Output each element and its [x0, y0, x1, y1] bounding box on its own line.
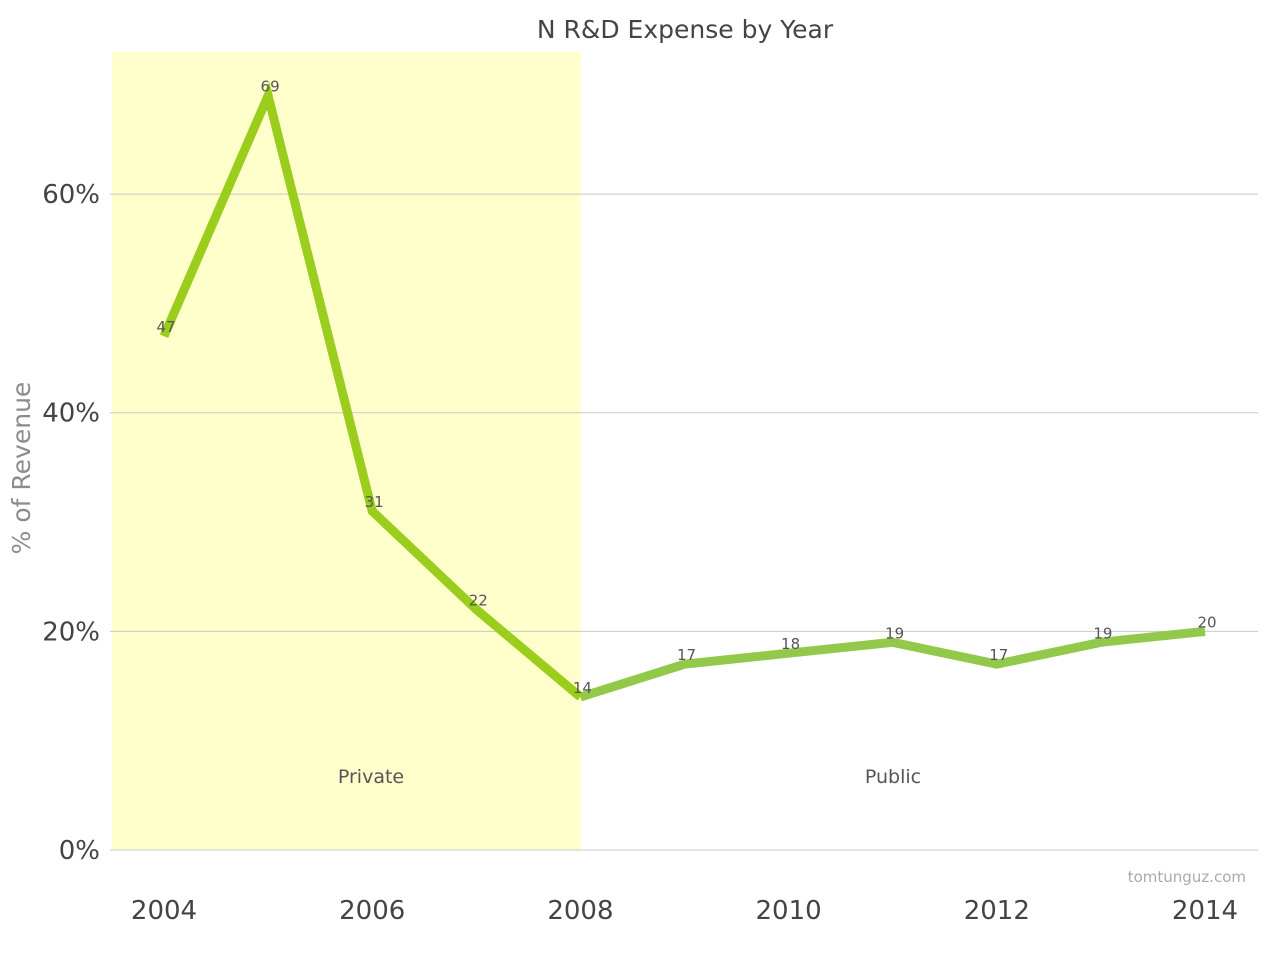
data-label-2014: 20 [1197, 613, 1216, 631]
source-credit: tomtunguz.com [1128, 868, 1246, 886]
gridlines [110, 193, 1258, 851]
x-tick-2010: 2010 [756, 896, 822, 926]
series-line [159, 81, 1206, 702]
x-tick-2008: 2008 [547, 896, 613, 926]
x-tick-2012: 2012 [964, 896, 1030, 926]
x-tick-labels: 2004 2006 2008 2010 2012 2014 [131, 896, 1238, 926]
chart-title: N R&D Expense by Year [537, 15, 834, 44]
data-label-2010: 18 [781, 635, 800, 653]
y-tick-0: 0% [59, 836, 100, 866]
data-label-2004: 47 [156, 318, 175, 336]
data-label-2007: 22 [469, 592, 488, 610]
y-tick-20: 20% [42, 617, 100, 647]
series-line-private [159, 81, 584, 701]
y-axis-label: % of Revenue [7, 382, 36, 555]
y-tick-40: 40% [42, 399, 100, 429]
private-region-band [111, 52, 581, 850]
data-label-2012: 17 [989, 646, 1008, 664]
public-region-label: Public [865, 766, 921, 788]
data-label-2005: 69 [261, 78, 280, 96]
data-label-2013: 19 [1093, 624, 1112, 642]
private-region-label: Private [338, 766, 404, 788]
data-labels: 47 69 31 22 14 17 18 19 17 19 20 [156, 78, 1216, 697]
data-label-2009: 17 [677, 646, 696, 664]
data-label-2006: 31 [365, 493, 384, 511]
y-tick-60: 60% [42, 180, 100, 210]
x-tick-2004: 2004 [131, 896, 197, 926]
series-line-public [579, 626, 1206, 702]
x-tick-2014: 2014 [1172, 896, 1238, 926]
data-label-2008: 14 [573, 679, 592, 697]
data-label-2011: 19 [885, 624, 904, 642]
x-tick-2006: 2006 [339, 896, 405, 926]
y-tick-labels: 0% 20% 40% 60% [42, 180, 100, 866]
